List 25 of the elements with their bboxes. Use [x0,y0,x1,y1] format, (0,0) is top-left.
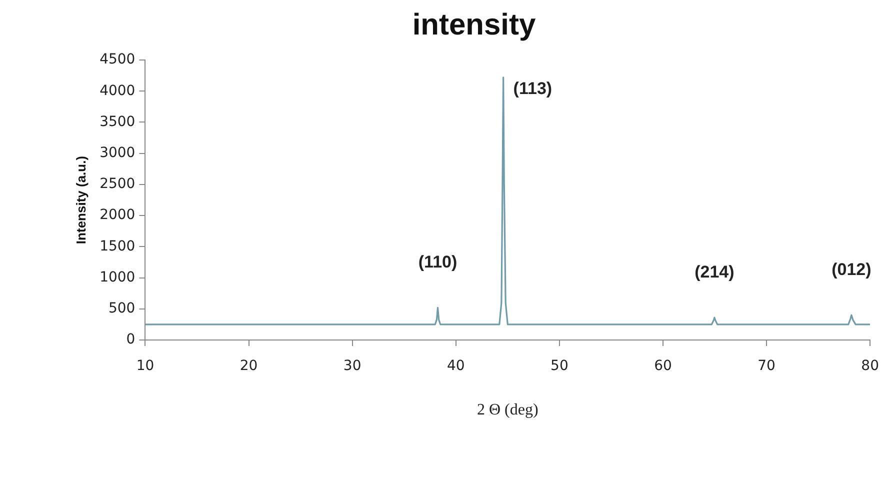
y-tick-label: 1500 [100,238,136,254]
y-tick-label: 2000 [100,207,136,224]
y-tick-label: 3000 [100,144,136,161]
chart-title: intensity [412,8,536,42]
y-tick-label: 500 [108,300,136,317]
annotation: (214) [694,262,734,282]
y-tick-label: 0 [126,332,136,348]
y-axis-title: Intensity (a.u.) [73,156,88,244]
x-axis-title: 2 Θ (deg) [477,402,538,419]
x-tick-label: 20 [240,358,258,374]
y-tick-label: 3500 [100,114,136,130]
x-tick-label: 30 [343,358,362,374]
annotation: (012) [832,260,872,279]
x-tick-label: 80 [861,358,880,374]
annotation: (110) [418,252,458,272]
x-tick-label: 10 [136,358,154,374]
x-tick-label: 50 [550,358,568,374]
y-tick-label: 2500 [100,176,136,192]
y-tick-label: 4000 [100,82,136,99]
x-tick-label: 40 [446,358,465,374]
annotation: (113) [513,79,552,98]
x-tick-label: 70 [758,358,776,374]
y-tick-label: 4500 [100,52,136,68]
x-tick-label: 60 [654,358,672,374]
y-tick-label: 1000 [100,269,136,286]
